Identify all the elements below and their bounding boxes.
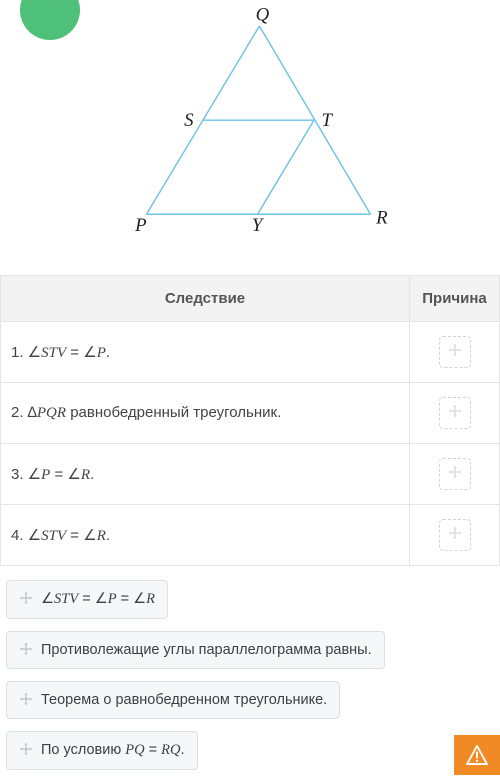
drop-slot[interactable]	[439, 336, 471, 368]
consequence-cell: 3. ∠P = ∠R.	[1, 444, 410, 505]
table-row: 1. ∠STV = ∠P.	[1, 322, 500, 383]
svg-text:Y: Y	[252, 215, 265, 236]
col-header-consequence: Следствие	[1, 276, 410, 322]
figure-container: Q S T P Y R	[0, 0, 500, 245]
reason-dropzone[interactable]	[410, 383, 500, 444]
svg-text:R: R	[375, 208, 388, 229]
svg-text:S: S	[184, 110, 194, 131]
warning-icon	[466, 745, 488, 765]
consequence-cell: 2. ∆PQR равнобедренный треугольник.	[1, 383, 410, 444]
consequence-cell: 1. ∠STV = ∠P.	[1, 322, 410, 383]
draggable-option[interactable]: По условию PQ = RQ.	[6, 731, 198, 770]
draggable-option[interactable]: Противолежащие углы параллелограмма равн…	[6, 631, 385, 669]
reason-dropzone[interactable]	[410, 322, 500, 383]
warning-button[interactable]	[454, 735, 500, 775]
svg-text:Q: Q	[256, 4, 270, 25]
drop-slot[interactable]	[439, 519, 471, 551]
reason-dropzone[interactable]	[410, 505, 500, 566]
drop-slot[interactable]	[439, 397, 471, 429]
svg-text:T: T	[322, 110, 334, 131]
answer-options: ∠STV = ∠P = ∠R Противолежащие углы паралл…	[0, 566, 500, 776]
table-row: 2. ∆PQR равнобедренный треугольник.	[1, 383, 500, 444]
triangle-diagram: Q S T P Y R	[90, 0, 410, 245]
draggable-option[interactable]: ∠STV = ∠P = ∠R	[6, 580, 168, 619]
reason-dropzone[interactable]	[410, 444, 500, 505]
draggable-option[interactable]: Теорема о равнобедренном треугольнике.	[6, 681, 340, 719]
consequence-cell: 4. ∠STV = ∠R.	[1, 505, 410, 566]
svg-text:P: P	[134, 215, 147, 236]
table-row: 3. ∠P = ∠R.	[1, 444, 500, 505]
table-row: 4. ∠STV = ∠R.	[1, 505, 500, 566]
drop-slot[interactable]	[439, 458, 471, 490]
col-header-reason: Причина	[410, 276, 500, 322]
proof-table: Следствие Причина 1. ∠STV = ∠P.2. ∆PQR р…	[0, 275, 500, 566]
